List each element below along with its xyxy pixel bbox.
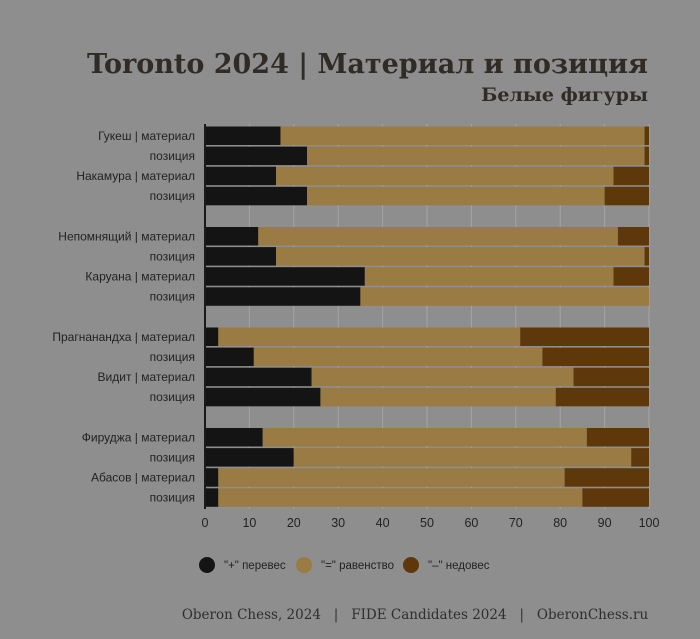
legend-marker bbox=[296, 557, 312, 573]
footer-credits: Oberon Chess, 2024 | FIDE Candidates 202… bbox=[182, 607, 649, 623]
bar-segment-s1-r1 bbox=[307, 146, 645, 166]
bar-segment-s1-r8 bbox=[218, 327, 521, 346]
x-axis: 0 10 20 30 40 50 60 70 80 90 100 bbox=[202, 124, 660, 530]
bar-segment-s2-r2 bbox=[613, 166, 649, 186]
row-label: Накамура | материал bbox=[76, 169, 195, 183]
x-tick-label: 40 bbox=[376, 516, 390, 530]
bar-segment-s1-r14 bbox=[218, 468, 565, 487]
bar-segment-s2-r11 bbox=[555, 387, 649, 407]
bar-segment-s0-r8 bbox=[205, 327, 219, 346]
bar-segment-s2-r9 bbox=[542, 347, 649, 367]
row-label: позиция bbox=[150, 290, 195, 304]
row-label: позиция bbox=[150, 189, 195, 203]
row-label: Прагнанандха | материал bbox=[52, 330, 195, 344]
x-tick-label: 70 bbox=[509, 516, 523, 530]
bar-segment-s1-r15 bbox=[218, 488, 583, 507]
bar-segment-s2-r3 bbox=[604, 186, 649, 206]
bar-segment-s2-r13 bbox=[631, 448, 649, 467]
bar-segment-s2-r15 bbox=[582, 488, 649, 507]
bar-segment-s2-r12 bbox=[586, 428, 649, 447]
bar-segment-s0-r5 bbox=[205, 247, 277, 266]
legend: "+" перевес "=" равенство "–" недовес bbox=[199, 557, 490, 573]
x-tick-label: 50 bbox=[420, 516, 434, 530]
chart-title: Toronto 2024 | Материал и позиция bbox=[87, 49, 648, 80]
row-labels: Гукеш | материал позиция Накамура | матери… bbox=[52, 129, 195, 505]
legend-marker bbox=[199, 557, 215, 573]
bar-segment-s1-r11 bbox=[320, 387, 556, 407]
legend-label: "–" недовес bbox=[428, 560, 490, 572]
bar-segment-s0-r1 bbox=[205, 146, 308, 166]
row-label: Абасов | материал bbox=[91, 470, 195, 484]
x-tick-label: 20 bbox=[287, 516, 301, 530]
bar-segment-s2-r14 bbox=[564, 468, 649, 487]
bar-segment-s0-r9 bbox=[205, 347, 254, 367]
x-tick-label: 30 bbox=[331, 516, 345, 530]
bar-segment-s1-r7 bbox=[360, 287, 649, 306]
bar-segment-s1-r3 bbox=[307, 186, 605, 206]
row-label: позиция bbox=[150, 450, 195, 464]
bar-segment-s2-r8 bbox=[520, 327, 649, 346]
legend-label: "=" равенство bbox=[321, 560, 394, 572]
legend-marker bbox=[403, 557, 419, 573]
row-label: позиция bbox=[150, 149, 195, 163]
bar-segment-s1-r13 bbox=[293, 448, 632, 467]
bars bbox=[205, 126, 649, 507]
x-tick-label: 80 bbox=[553, 516, 567, 530]
bar-segment-s1-r0 bbox=[280, 126, 645, 145]
row-label: Гукеш | материал bbox=[98, 129, 195, 143]
bar-segment-s0-r7 bbox=[205, 287, 361, 306]
bar-segment-s2-r10 bbox=[573, 367, 649, 387]
bar-segment-s0-r6 bbox=[205, 267, 365, 286]
bar-segment-s1-r2 bbox=[276, 166, 614, 186]
bar-segment-s0-r11 bbox=[205, 387, 321, 407]
bar-segment-s0-r14 bbox=[205, 468, 219, 487]
row-label: позиция bbox=[150, 249, 195, 263]
x-tick-label: 100 bbox=[639, 516, 660, 530]
chart-subtitle: Белые фигуры bbox=[481, 84, 648, 106]
bar-segment-s1-r12 bbox=[262, 428, 587, 447]
bar-segment-s2-r1 bbox=[644, 146, 649, 166]
bar-segment-s2-r4 bbox=[617, 227, 649, 246]
row-label: Непомнящий | материал bbox=[58, 229, 195, 243]
bar-segment-s1-r4 bbox=[258, 227, 618, 246]
bar-segment-s0-r15 bbox=[205, 488, 219, 507]
row-label: Видит | материал bbox=[98, 370, 195, 384]
x-tick-label: 10 bbox=[242, 516, 256, 530]
row-label: позиция bbox=[150, 491, 195, 505]
x-tick-label: 90 bbox=[598, 516, 612, 530]
bar-segment-s1-r9 bbox=[253, 347, 543, 367]
x-tick-label: 0 bbox=[202, 516, 209, 530]
row-label: Фируджа | материал bbox=[82, 430, 195, 444]
bar-segment-s0-r0 bbox=[205, 126, 281, 145]
bar-segment-s2-r6 bbox=[613, 267, 649, 286]
bar-segment-s0-r12 bbox=[205, 428, 263, 447]
bar-segment-s0-r4 bbox=[205, 227, 259, 246]
bar-segment-s1-r6 bbox=[364, 267, 614, 286]
bar-segment-s2-r0 bbox=[644, 126, 649, 145]
bar-segment-s1-r10 bbox=[311, 367, 574, 387]
row-label: Каруана | материал bbox=[85, 269, 195, 283]
bar-segment-s1-r5 bbox=[276, 247, 645, 266]
row-label: позиция bbox=[150, 390, 195, 404]
bar-segment-s0-r3 bbox=[205, 186, 308, 206]
bar-segment-s0-r13 bbox=[205, 448, 294, 467]
row-label: позиция bbox=[150, 350, 195, 364]
bar-segment-s0-r2 bbox=[205, 166, 277, 186]
x-tick-label: 60 bbox=[464, 516, 478, 530]
legend-label: "+" перевес bbox=[224, 560, 286, 572]
bar-segment-s2-r5 bbox=[644, 247, 649, 266]
bar-segment-s0-r10 bbox=[205, 367, 312, 387]
